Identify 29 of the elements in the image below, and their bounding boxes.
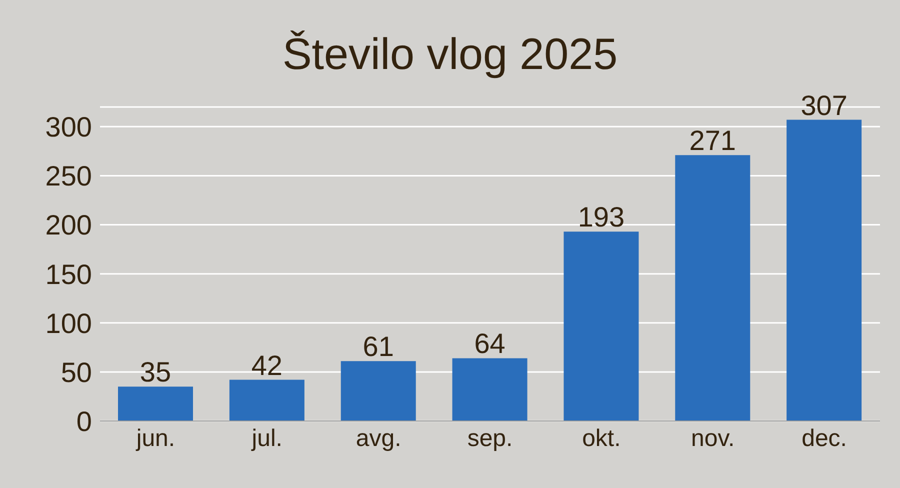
data-label: 42 [251,350,283,381]
y-tick-label: 250 [45,160,92,192]
bar [564,232,639,421]
chart-title: Število vlog 2025 [281,30,619,80]
data-label: 271 [689,125,736,156]
x-tick-label: dec. [802,425,847,452]
bar [786,120,862,421]
data-label: 193 [578,202,625,233]
y-tick-label: 50 [60,356,92,388]
bar [118,386,193,421]
y-tick-label: 0 [76,406,92,437]
x-tick-label: jul. [250,425,282,452]
x-tick-label: avg. [356,425,402,452]
x-tick-label: nov. [691,425,735,452]
y-tick-label: 100 [45,308,92,339]
y-tick-label: 300 [45,112,92,143]
y-tick-label: 200 [45,210,92,241]
data-label: 64 [474,328,506,360]
x-tick-label: okt. [582,425,621,452]
bar [229,380,304,421]
x-tick-label: jun. [135,425,176,452]
bar [452,358,528,421]
data-label: 307 [800,90,848,121]
x-tick-label: sep. [467,425,513,452]
data-label: 61 [362,331,394,362]
data-label: 35 [140,356,172,388]
y-tick-label: 150 [45,258,92,290]
bar [675,155,750,421]
bar [340,361,416,421]
